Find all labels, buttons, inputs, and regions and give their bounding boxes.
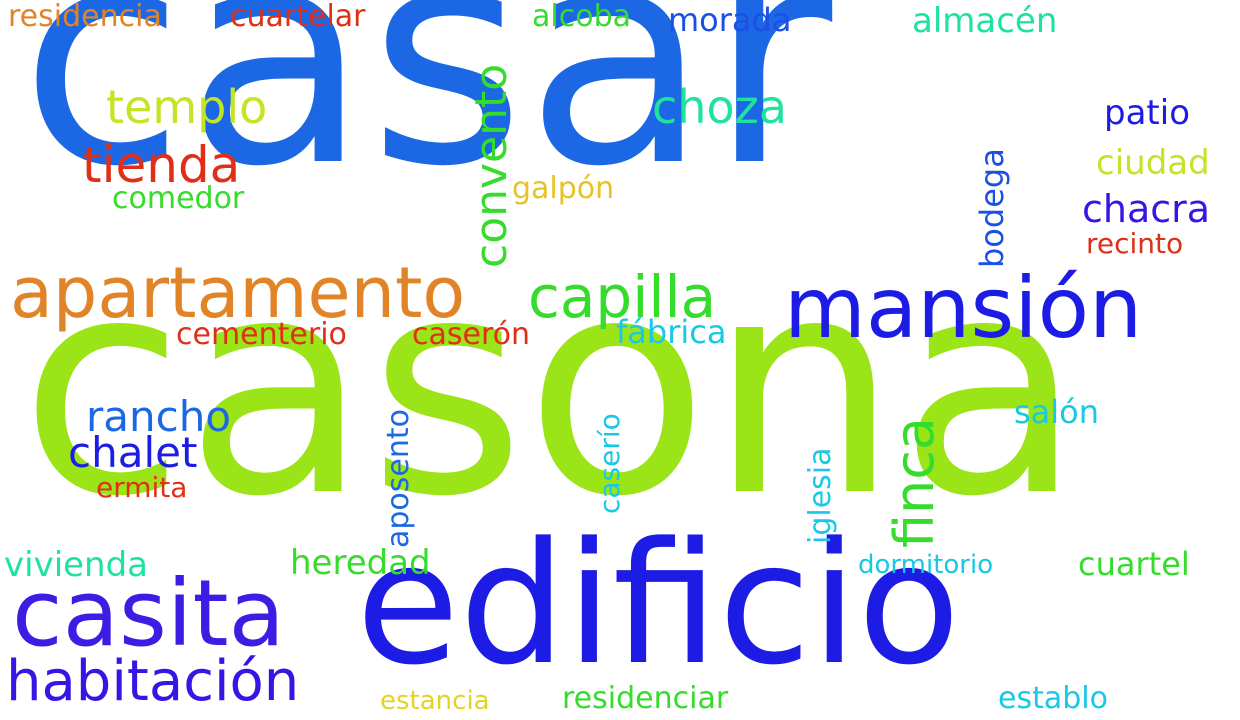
- word-aposento: aposento: [381, 409, 416, 548]
- word-apartamento: apartamento: [10, 252, 466, 334]
- word-chacra: chacra: [1082, 187, 1211, 231]
- word-alcoba: alcoba: [532, 0, 631, 34]
- word-galpon: galpón: [512, 171, 615, 206]
- word-cementerio: cementerio: [176, 317, 347, 352]
- word-comedor: comedor: [112, 181, 245, 216]
- word-convento: convento: [466, 63, 517, 268]
- word-bodega: bodega: [973, 148, 1011, 268]
- word-finca: finca: [883, 416, 946, 548]
- word-residenciar: residenciar: [562, 681, 729, 716]
- word-casar: casar: [20, 0, 833, 232]
- word-salon: salón: [1014, 393, 1100, 431]
- word-casona: casona: [20, 213, 1083, 562]
- word-iglesia: iglesia: [803, 447, 838, 544]
- word-dormitorio: dormitorio: [858, 550, 994, 580]
- word-cuartelar: cuartelar: [230, 0, 366, 34]
- word-patio: patio: [1104, 93, 1190, 133]
- word-chalet: chalet: [68, 428, 198, 477]
- word-ciudad: ciudad: [1096, 143, 1210, 183]
- word-vivienda: vivienda: [4, 545, 149, 585]
- word-mansion: mansión: [784, 259, 1143, 357]
- word-almacen: almacén: [912, 1, 1058, 41]
- word-habitacion: habitación: [6, 649, 300, 714]
- word-edificio: edificio: [356, 506, 961, 702]
- word-recinto: recinto: [1086, 227, 1184, 260]
- word-establo: establo: [998, 681, 1108, 716]
- word-residencia: residencia: [8, 0, 162, 34]
- word-tienda: tienda: [82, 136, 241, 194]
- word-choza: choza: [652, 80, 787, 134]
- word-ermita: ermita: [96, 471, 188, 504]
- word-morada: morada: [668, 1, 792, 39]
- word-heredad: heredad: [290, 543, 431, 583]
- word-estancia: estancia: [380, 686, 490, 716]
- word-casita: casita: [12, 560, 285, 667]
- word-rancho: rancho: [86, 392, 232, 441]
- word-capilla: capilla: [528, 263, 717, 331]
- word-cuartel: cuartel: [1078, 545, 1190, 583]
- word-caseron: caserón: [412, 317, 531, 352]
- word-caserio: caserío: [593, 413, 626, 514]
- word-fabrica: fábrica: [616, 313, 727, 351]
- word-templo: templo: [106, 80, 268, 134]
